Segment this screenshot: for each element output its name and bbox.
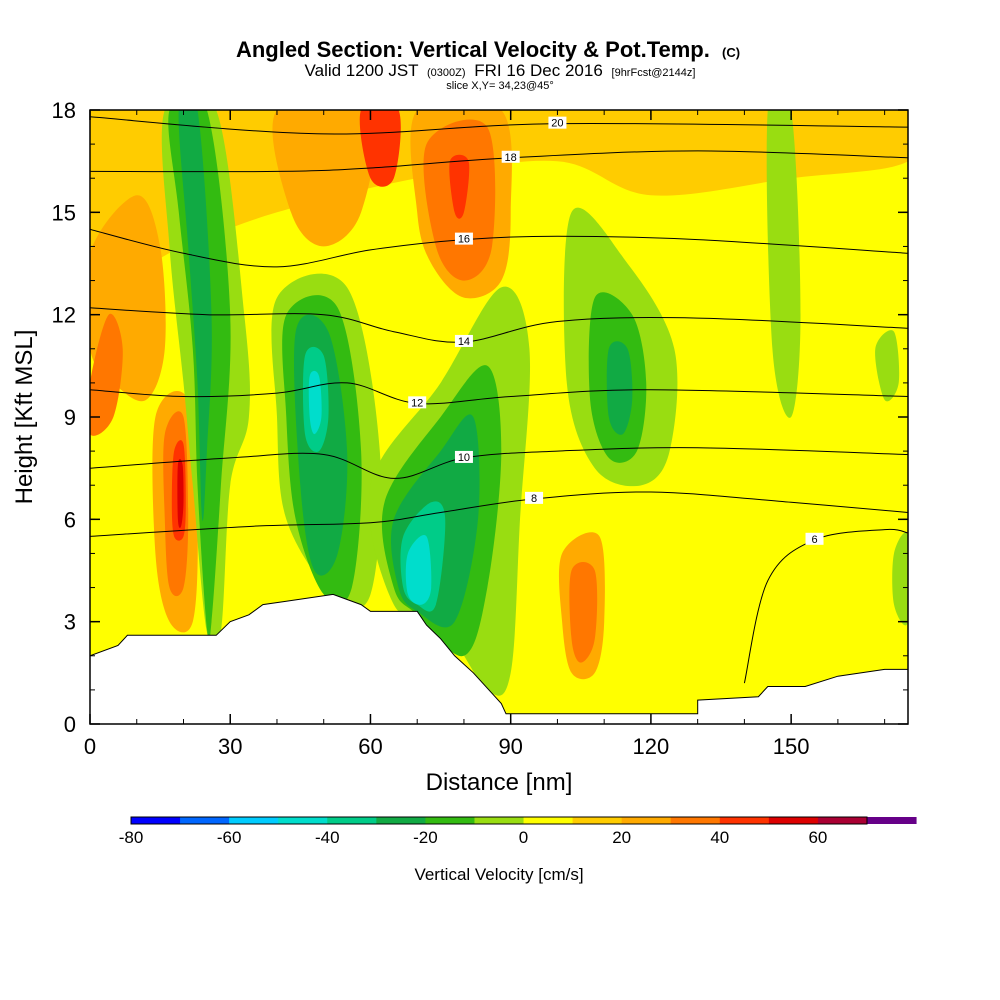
y-axis-label: Height [Kft MSL] — [11, 330, 38, 505]
x-tick-label-30: 30 — [218, 734, 242, 759]
velocity-region-31 — [875, 330, 900, 402]
colorbar-tick-60: 60 — [808, 828, 827, 847]
theta-label-12: 12 — [411, 397, 423, 409]
subtitle-fcst: [9hrFcst@2144z] — [612, 67, 696, 79]
plot-area: 20 18 16 14 12 10 8 6 — [90, 110, 908, 724]
velocity-region-21 — [308, 370, 322, 435]
x-axis-ticks: 0 30 60 90 120 150 — [84, 110, 886, 759]
colorbar-swatch-0 — [131, 817, 181, 824]
theta-label-box-8 — [525, 491, 544, 504]
x-tick-label-0: 0 — [84, 734, 96, 759]
colorbar-swatch-2 — [229, 817, 279, 824]
theta-label-box-10 — [454, 450, 473, 463]
theta-label-box-18 — [501, 150, 520, 163]
theta-contour-20 — [90, 116, 908, 135]
colorbar-frame — [130, 816, 868, 825]
colorbar-swatch-12 — [719, 817, 770, 824]
colorbar-swatch-14 — [817, 817, 868, 824]
colorbar-tick--60: -60 — [217, 828, 242, 847]
velocity-region-32 — [892, 532, 908, 626]
velocity-region-11 — [177, 458, 184, 528]
theta-contour-18 — [90, 150, 908, 173]
velocity-region-29 — [606, 341, 633, 435]
velocity-region-26 — [405, 535, 432, 605]
chart-title: Angled Section: Vertical Velocity & Pot.… — [236, 37, 740, 62]
theta-contour-16 — [90, 228, 908, 268]
velocity-region-30 — [766, 110, 801, 418]
subtitle-utc: (0300Z) — [427, 67, 466, 79]
colorbar-tick--40: -40 — [315, 828, 340, 847]
theta-label-16: 16 — [458, 234, 470, 246]
theta-label-18: 18 — [505, 152, 517, 164]
theta-contours: 20 18 16 14 12 10 8 6 — [90, 116, 908, 684]
theta-label-box-12 — [408, 396, 427, 409]
chart-subtitle: Valid 1200 JST (0300Z) FRI 16 Dec 2016 [… — [305, 61, 696, 80]
colorbar-swatch-4 — [327, 817, 377, 824]
x-tick-label-60: 60 — [358, 734, 382, 759]
velocity-fill-regions — [90, 110, 908, 696]
theta-label-box-14 — [454, 334, 473, 347]
velocity-region-2 — [272, 110, 377, 247]
colorbar-tick--80: -80 — [119, 828, 144, 847]
colorbar-swatch-8 — [523, 817, 574, 824]
colorbar-swatch-6 — [425, 817, 475, 824]
x-tick-label-150: 150 — [773, 734, 810, 759]
colorbar-tick-20: 20 — [612, 828, 631, 847]
y-tick-label-15: 15 — [52, 200, 76, 225]
y-tick-label-6: 6 — [64, 507, 76, 532]
theta-label-box-6 — [805, 532, 824, 545]
colorbar-swatch-11 — [670, 817, 721, 824]
colorbar-swatch-5 — [376, 817, 426, 824]
y-tick-label-18: 18 — [52, 98, 76, 123]
theta-label-14: 14 — [458, 336, 470, 348]
colorbar-swatch-7 — [474, 817, 525, 824]
colorbar-label: Vertical Velocity [cm/s] — [414, 865, 583, 884]
y-tick-label-9: 9 — [64, 405, 76, 430]
chart-slice-info: slice X,Y= 34,23@45° — [446, 80, 554, 92]
y-tick-label-12: 12 — [52, 303, 76, 328]
theta-label-20: 20 — [551, 118, 563, 130]
x-tick-label-90: 90 — [498, 734, 522, 759]
y-axis-ticks: 0 3 6 9 12 15 18 — [52, 98, 908, 737]
velocity-region-7 — [449, 154, 470, 219]
theta-label-box-16 — [454, 232, 473, 245]
subtitle-date: FRI 16 Dec 2016 — [474, 61, 603, 80]
x-tick-label-120: 120 — [633, 734, 670, 759]
velocity-region-16 — [178, 110, 212, 522]
colorbar-swatch-10 — [621, 817, 672, 824]
colorbar-tick-0: 0 — [519, 828, 528, 847]
y-tick-label-3: 3 — [64, 610, 76, 635]
velocity-region-5 — [90, 313, 123, 436]
colorbar-swatch-9 — [572, 817, 623, 824]
theta-label-6: 6 — [811, 534, 817, 546]
theta-label-10: 10 — [458, 452, 470, 464]
theta-label-box-20 — [548, 116, 567, 129]
velocity-region-13 — [569, 561, 598, 663]
theta-contour-10 — [90, 447, 908, 479]
colorbar-swatch-3 — [278, 817, 328, 824]
chart-title-units: (C) — [722, 45, 740, 60]
colorbar-swatch-13 — [768, 817, 819, 824]
colorbar — [130, 816, 917, 825]
colorbar-swatch-1 — [180, 817, 230, 824]
terrain-mask — [90, 593, 908, 724]
theta-contour-14 — [90, 307, 908, 343]
x-axis-label: Distance [nm] — [426, 769, 573, 796]
theta-contour-8 — [90, 491, 908, 537]
colorbar-ticks: -80 -60 -40 -20 0 20 40 60 — [119, 828, 828, 847]
colorbar-tick-40: 40 — [710, 828, 729, 847]
chart-title-main: Angled Section: Vertical Velocity & Pot.… — [236, 37, 710, 62]
subtitle-valid: Valid 1200 JST — [305, 61, 419, 80]
theta-label-8: 8 — [531, 493, 537, 505]
colorbar-swatch-15 — [867, 817, 917, 824]
colorbar-tick--20: -20 — [413, 828, 438, 847]
y-tick-label-0: 0 — [64, 712, 76, 737]
